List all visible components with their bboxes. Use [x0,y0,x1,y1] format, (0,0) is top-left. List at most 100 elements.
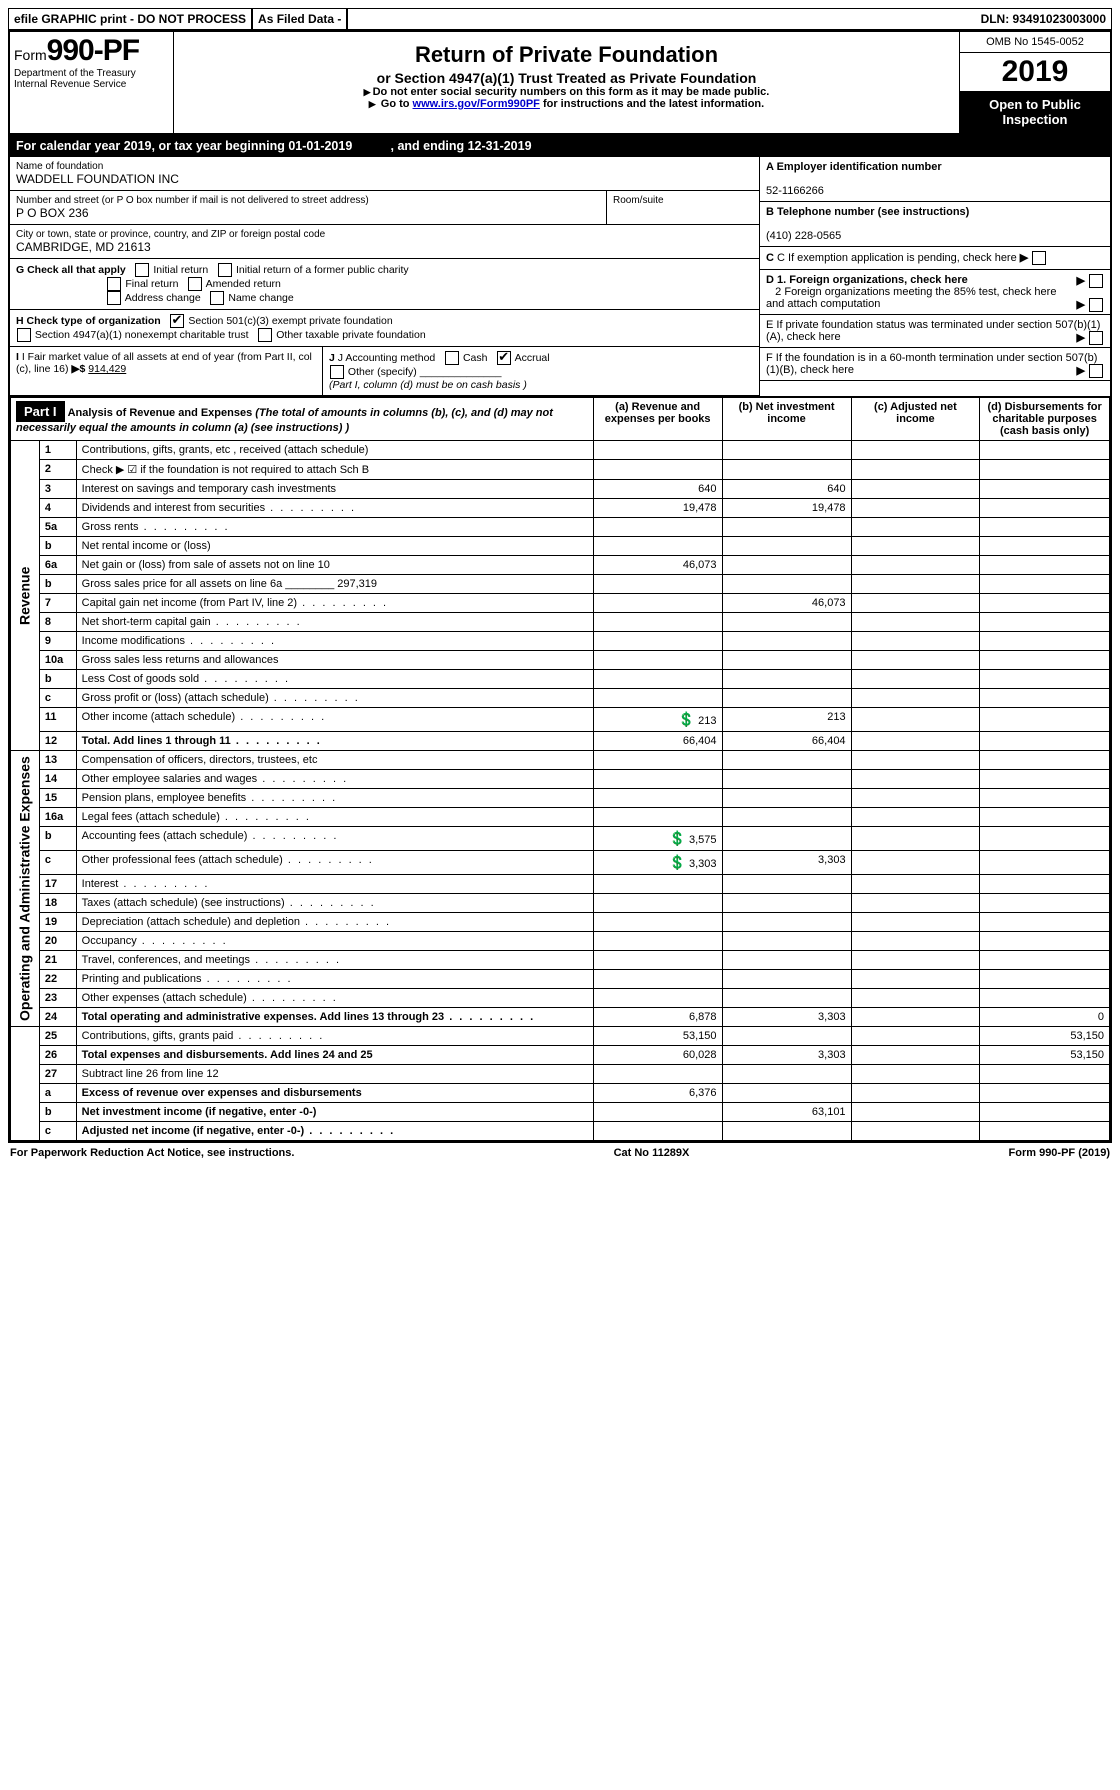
form-title: Return of Private Foundation [184,42,949,68]
amount-cell [593,951,722,970]
amount-cell [851,970,980,989]
line-number: 23 [39,989,76,1008]
g-opt-final: Final return [125,278,178,290]
amount-cell [722,441,851,460]
amount-cell [722,1084,851,1103]
g-address-checkbox[interactable] [107,291,121,305]
amount-cell: 💲 3,303 [593,851,722,875]
amount-cell [593,1065,722,1084]
amount-cell [980,932,1110,951]
line-description: Total. Add lines 1 through 11 [76,732,593,751]
amount-cell [980,894,1110,913]
footer-mid: Cat No 11289X [614,1147,690,1159]
f-checkbox[interactable] [1089,364,1103,378]
j-cash-checkbox[interactable] [445,351,459,365]
amount-cell [980,613,1110,632]
page-footer: For Paperwork Reduction Act Notice, see … [8,1143,1112,1159]
line-number: 21 [39,951,76,970]
name-label: Name of foundation [16,161,753,172]
amount-cell: 213 [722,708,851,732]
d2-checkbox[interactable] [1089,298,1103,312]
g-final-checkbox[interactable] [107,277,121,291]
city-label: City or town, state or province, country… [16,229,753,240]
g-opt-amended: Amended return [206,278,281,290]
g-opt-initial-former: Initial return of a former public charit… [236,264,409,276]
amount-cell [722,556,851,575]
j-other-checkbox[interactable] [330,365,344,379]
amount-cell [851,875,980,894]
e-checkbox[interactable] [1089,331,1103,345]
h-other-checkbox[interactable] [258,328,272,342]
c-checkbox[interactable] [1032,251,1046,265]
line-number: 18 [39,894,76,913]
amount-cell [593,518,722,537]
part1-table: Part I Analysis of Revenue and Expenses … [10,396,1110,1141]
amount-cell [722,989,851,1008]
h-501-checkbox[interactable] [170,314,184,328]
line-description: Travel, conferences, and meetings [76,951,593,970]
amount-cell [593,460,722,480]
amount-cell: 63,101 [722,1103,851,1122]
amount-cell [851,951,980,970]
amount-cell [980,751,1110,770]
line-description: Taxes (attach schedule) (see instruction… [76,894,593,913]
amount-cell [593,989,722,1008]
line-number: 9 [39,632,76,651]
g-amended-checkbox[interactable] [188,277,202,291]
amount-cell [722,537,851,556]
form-header-center: Return of Private Foundation or Section … [174,32,959,133]
amount-cell: 53,150 [593,1027,722,1046]
amount-cell [851,708,980,732]
line-description: Compensation of officers, directors, tru… [76,751,593,770]
d1-checkbox[interactable] [1089,274,1103,288]
g-initial-checkbox[interactable] [135,263,149,277]
line-number: 16a [39,808,76,827]
amount-cell [851,1027,980,1046]
attachment-icon[interactable]: 💲 [669,854,686,870]
amount-cell [851,1065,980,1084]
amount-cell [980,951,1110,970]
amount-cell [851,518,980,537]
calendar-row: For calendar year 2019, or tax year begi… [10,135,1110,157]
amount-cell [851,499,980,518]
g-initial-former-checkbox[interactable] [218,263,232,277]
city-state-zip: CAMBRIDGE, MD 21613 [16,240,753,254]
blank-side [11,1027,40,1141]
attachment-icon[interactable]: 💲 [678,711,695,727]
entity-left: Name of foundation WADDELL FOUNDATION IN… [10,157,759,396]
amount-cell [851,894,980,913]
amount-cell: 46,073 [722,594,851,613]
line-description: Interest [76,875,593,894]
amount-cell [980,499,1110,518]
line-number: c [39,1122,76,1141]
line-description: Gross sales less returns and allowances [76,651,593,670]
line-description: Gross rents [76,518,593,537]
cal-text-a: For calendar year 2019, or tax year begi… [16,139,288,153]
note1: Do not enter social security numbers on … [373,86,770,98]
amount-cell [980,556,1110,575]
amount-cell [593,441,722,460]
attachment-icon[interactable]: 💲 [669,830,686,846]
line-description: Less Cost of goods sold [76,670,593,689]
j-accrual-checkbox[interactable] [497,351,511,365]
line-number: a [39,1084,76,1103]
form-header: Form990-PF Department of the Treasury In… [10,32,1110,135]
h-4947-checkbox[interactable] [17,328,31,342]
line-description: Legal fees (attach schedule) [76,808,593,827]
amount-cell: 640 [593,480,722,499]
asfiled-label: As Filed Data - [252,8,347,30]
line-number: 12 [39,732,76,751]
amount-cell [722,932,851,951]
line-number: 11 [39,708,76,732]
line-number: c [39,851,76,875]
top-bar: efile GRAPHIC print - DO NOT PROCESS As … [8,8,1112,30]
irs-link[interactable]: www.irs.gov/Form990PF [413,98,540,110]
g-opt-name: Name change [228,292,293,304]
g-name-checkbox[interactable] [210,291,224,305]
j-cash-label: Cash [463,352,488,364]
line-number: b [39,670,76,689]
amount-cell [722,632,851,651]
amount-cell [980,732,1110,751]
amount-cell: 19,478 [593,499,722,518]
amount-cell [851,689,980,708]
